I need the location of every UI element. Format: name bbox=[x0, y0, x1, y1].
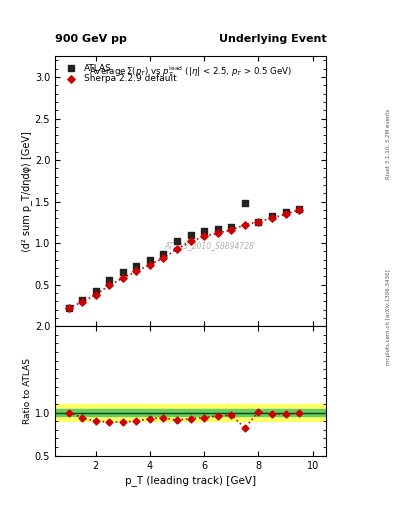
Sherpa 2.2.9 default bbox=[79, 298, 85, 306]
ATLAS bbox=[296, 205, 302, 213]
ATLAS bbox=[174, 238, 180, 246]
ATLAS bbox=[120, 268, 126, 276]
ATLAS bbox=[106, 276, 112, 285]
Text: Average$\,\Sigma(p_T)$ vs $p_T^{\rm lead}$ ($|\eta|$ < 2.5, $p_T$ > 0.5 GeV): Average$\,\Sigma(p_T)$ vs $p_T^{\rm lead… bbox=[89, 65, 292, 79]
Sherpa 2.2.9 default bbox=[174, 245, 180, 253]
ATLAS bbox=[147, 255, 153, 264]
ATLAS bbox=[255, 218, 262, 226]
ATLAS bbox=[187, 231, 194, 239]
Point bbox=[283, 410, 289, 418]
Y-axis label: Ratio to ATLAS: Ratio to ATLAS bbox=[23, 358, 32, 424]
ATLAS bbox=[201, 227, 208, 235]
X-axis label: p_T (leading track) [GeV]: p_T (leading track) [GeV] bbox=[125, 475, 256, 485]
ATLAS bbox=[65, 304, 72, 312]
Point bbox=[255, 408, 262, 416]
Text: ATLAS_2010_S8894728: ATLAS_2010_S8894728 bbox=[165, 241, 255, 250]
Bar bbox=[55, 409, 326, 416]
Point bbox=[228, 411, 235, 419]
Text: Underlying Event: Underlying Event bbox=[219, 33, 326, 44]
Point bbox=[187, 414, 194, 422]
Point bbox=[215, 412, 221, 420]
Sherpa 2.2.9 default bbox=[215, 229, 221, 237]
Point bbox=[133, 417, 140, 425]
ATLAS bbox=[283, 207, 289, 216]
Text: 900 GeV pp: 900 GeV pp bbox=[55, 33, 127, 44]
Sherpa 2.2.9 default bbox=[269, 214, 275, 222]
Legend: ATLAS, Sherpa 2.2.9 default: ATLAS, Sherpa 2.2.9 default bbox=[59, 61, 179, 86]
ATLAS bbox=[242, 199, 248, 207]
Sherpa 2.2.9 default bbox=[93, 290, 99, 298]
Sherpa 2.2.9 default bbox=[228, 226, 235, 234]
ATLAS bbox=[228, 222, 235, 230]
ATLAS bbox=[215, 225, 221, 233]
Point bbox=[65, 409, 72, 417]
Sherpa 2.2.9 default bbox=[296, 206, 302, 214]
Sherpa 2.2.9 default bbox=[120, 274, 126, 282]
ATLAS bbox=[133, 262, 140, 270]
ATLAS bbox=[79, 296, 85, 305]
Sherpa 2.2.9 default bbox=[106, 282, 112, 290]
ATLAS bbox=[160, 250, 167, 258]
Sherpa 2.2.9 default bbox=[187, 238, 194, 246]
Sherpa 2.2.9 default bbox=[147, 261, 153, 269]
Point bbox=[79, 414, 85, 422]
Bar bbox=[55, 404, 326, 421]
Text: Rivet 3.1.10, 3.2M events: Rivet 3.1.10, 3.2M events bbox=[386, 108, 391, 179]
Point bbox=[120, 418, 126, 426]
Point bbox=[93, 417, 99, 425]
Sherpa 2.2.9 default bbox=[255, 218, 262, 226]
Point bbox=[106, 418, 112, 426]
Y-axis label: ⟨d² sum p_T/dηdφ⟩ [GeV]: ⟨d² sum p_T/dηdφ⟩ [GeV] bbox=[21, 131, 32, 252]
Point bbox=[147, 414, 153, 422]
Sherpa 2.2.9 default bbox=[201, 232, 208, 241]
Sherpa 2.2.9 default bbox=[65, 304, 72, 312]
Point bbox=[269, 410, 275, 418]
Text: mcplots.cern.ch [arXiv:1306.3436]: mcplots.cern.ch [arXiv:1306.3436] bbox=[386, 270, 391, 365]
Sherpa 2.2.9 default bbox=[283, 210, 289, 218]
ATLAS bbox=[269, 211, 275, 220]
Point bbox=[242, 424, 248, 432]
Point bbox=[160, 414, 167, 422]
ATLAS bbox=[93, 287, 99, 295]
Point bbox=[296, 409, 302, 417]
Point bbox=[174, 416, 180, 424]
Sherpa 2.2.9 default bbox=[160, 254, 167, 262]
Sherpa 2.2.9 default bbox=[242, 221, 248, 229]
Point bbox=[201, 414, 208, 422]
Sherpa 2.2.9 default bbox=[133, 267, 140, 275]
